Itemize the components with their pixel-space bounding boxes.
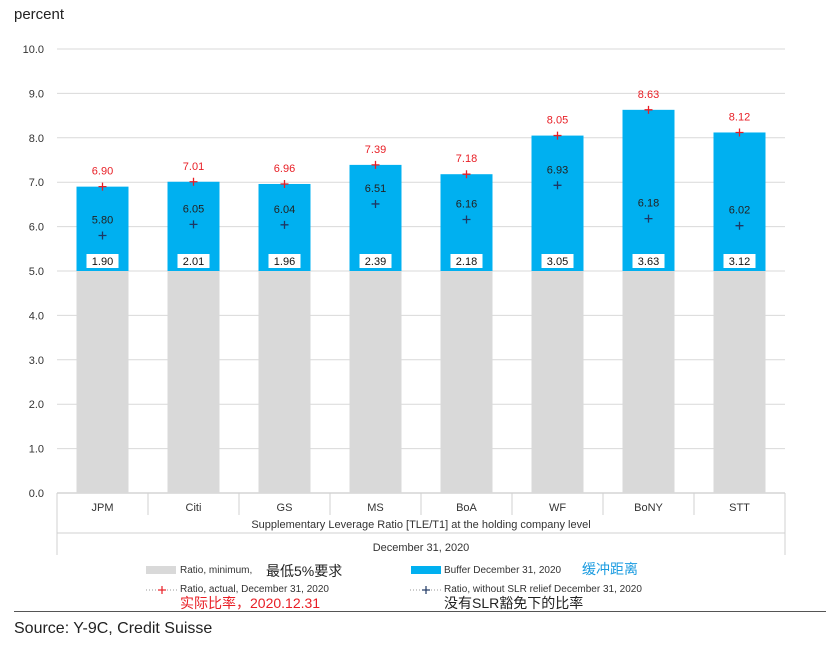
without-relief-marker (371, 199, 380, 208)
actual-ratio-marker (280, 179, 289, 188)
bar-minimum (167, 271, 220, 493)
legend-label-without-relief: Ratio, without SLR relief December 31, 2… (444, 584, 642, 595)
x-axis-title: Supplementary Leverage Ratio [TLE/T1] at… (251, 519, 590, 531)
actual-ratio-marker (644, 105, 653, 114)
legend-swatch-minimum (146, 566, 176, 574)
buffer-value-label: 2.39 (365, 256, 386, 268)
legend-label-minimum: Ratio, minimum, (180, 565, 253, 576)
without-relief-marker (735, 221, 744, 230)
annotation-without-relief: 没有SLR豁免下的比率 (444, 595, 584, 611)
without-relief-label: 6.16 (456, 198, 477, 210)
without-relief-label: 5.80 (92, 214, 113, 226)
x-category-label: GS (277, 502, 293, 514)
bar-minimum (440, 271, 493, 493)
x-category-label: JPM (92, 502, 114, 514)
actual-ratio-label: 8.12 (729, 111, 750, 123)
buffer-value-label: 2.18 (456, 256, 477, 268)
legend-label-buffer: Buffer December 31, 2020 (444, 565, 562, 576)
actual-ratio-marker (735, 128, 744, 137)
actual-ratio-label: 7.01 (183, 161, 204, 173)
buffer-value-label: 3.63 (638, 256, 659, 268)
y-tick-label: 7.0 (29, 177, 44, 189)
without-relief-marker (280, 220, 289, 229)
leverage-ratio-chart: 0.0 1.0 2.0 3.0 4.0 5.0 6.0 7.0 8.0 9.0 10.0 1.90 6.… (23, 44, 786, 555)
buffer-label-box (86, 254, 119, 268)
legend-marker-without-relief (410, 586, 442, 594)
y-tick-label: 6.0 (29, 222, 44, 234)
actual-ratio-label: 8.63 (638, 89, 659, 101)
annotation-minimum: 最低5%要求 (266, 563, 343, 579)
bar-minimum (258, 271, 311, 493)
actual-ratio-label: 6.90 (92, 166, 113, 178)
source-note: Source: Y-9C, Credit Suisse (14, 620, 213, 637)
buffer-value-label: 1.90 (92, 256, 113, 268)
bar-buffer (531, 135, 584, 271)
without-relief-marker (189, 220, 198, 229)
legend-label-actual: Ratio, actual, December 31, 2020 (180, 584, 329, 595)
legend-marker-actual (146, 586, 178, 594)
without-relief-label: 6.05 (183, 203, 204, 215)
without-relief-marker (644, 214, 653, 223)
x-category-label: BoNY (634, 502, 663, 514)
bar-minimum (713, 271, 766, 493)
legend-swatch-buffer (411, 566, 441, 574)
without-relief-marker (462, 215, 471, 224)
x-axis-subtitle: December 31, 2020 (373, 542, 470, 554)
buffer-label-box (541, 254, 574, 268)
without-relief-marker (553, 181, 562, 190)
buffer-label-box (450, 254, 483, 268)
buffer-label-box (177, 254, 210, 268)
x-category-label: Citi (186, 502, 202, 514)
without-relief-label: 6.02 (729, 205, 750, 217)
buffer-label-box (723, 254, 756, 268)
without-relief-label: 6.18 (638, 198, 659, 210)
y-tick-label: 2.0 (29, 399, 44, 411)
buffer-label-box (632, 254, 665, 268)
actual-ratio-label: 8.05 (547, 115, 568, 127)
y-tick-label: 10.0 (23, 44, 44, 56)
buffer-label-box (268, 254, 301, 268)
buffer-value-label: 3.05 (547, 256, 568, 268)
actual-ratio-marker (553, 131, 562, 140)
annotation-actual: 实际比率，2020.12.31 (180, 595, 321, 611)
bar-buffer (713, 132, 766, 271)
y-tick-label: 5.0 (29, 266, 44, 278)
bar-minimum (76, 271, 129, 493)
actual-ratio-marker (98, 182, 107, 191)
y-tick-label: 1.0 (29, 444, 44, 456)
y-tick-label: 9.0 (29, 88, 44, 100)
source-divider (14, 611, 826, 612)
y-axis-unit-label: percent (14, 6, 65, 23)
bar-minimum (622, 271, 675, 493)
y-tick-label: 3.0 (29, 355, 44, 367)
bar-buffer (622, 109, 675, 271)
without-relief-label: 6.04 (274, 204, 295, 216)
without-relief-label: 6.51 (365, 183, 386, 195)
actual-ratio-marker (462, 170, 471, 179)
buffer-value-label: 1.96 (274, 256, 295, 268)
x-category-label: MS (367, 502, 384, 514)
actual-ratio-marker (371, 160, 380, 169)
x-category-label: BoA (456, 502, 477, 514)
buffer-value-label: 3.12 (729, 256, 750, 268)
y-tick-label: 4.0 (29, 310, 44, 322)
annotation-buffer: 缓冲距离 (582, 561, 638, 577)
x-category-label: WF (549, 502, 566, 514)
actual-ratio-marker (189, 177, 198, 186)
actual-ratio-label: 7.18 (456, 153, 477, 165)
without-relief-marker (98, 231, 107, 240)
buffer-value-label: 2.01 (183, 256, 204, 268)
bar-minimum (531, 271, 584, 493)
without-relief-label: 6.93 (547, 164, 568, 176)
y-tick-label: 8.0 (29, 133, 44, 145)
bar-buffer (349, 164, 402, 271)
actual-ratio-label: 6.96 (274, 163, 295, 175)
buffer-label-box (359, 254, 392, 268)
bar-minimum (349, 271, 402, 493)
y-tick-label: 0.0 (29, 488, 44, 500)
actual-ratio-label: 7.39 (365, 144, 386, 156)
x-category-label: STT (729, 502, 750, 514)
